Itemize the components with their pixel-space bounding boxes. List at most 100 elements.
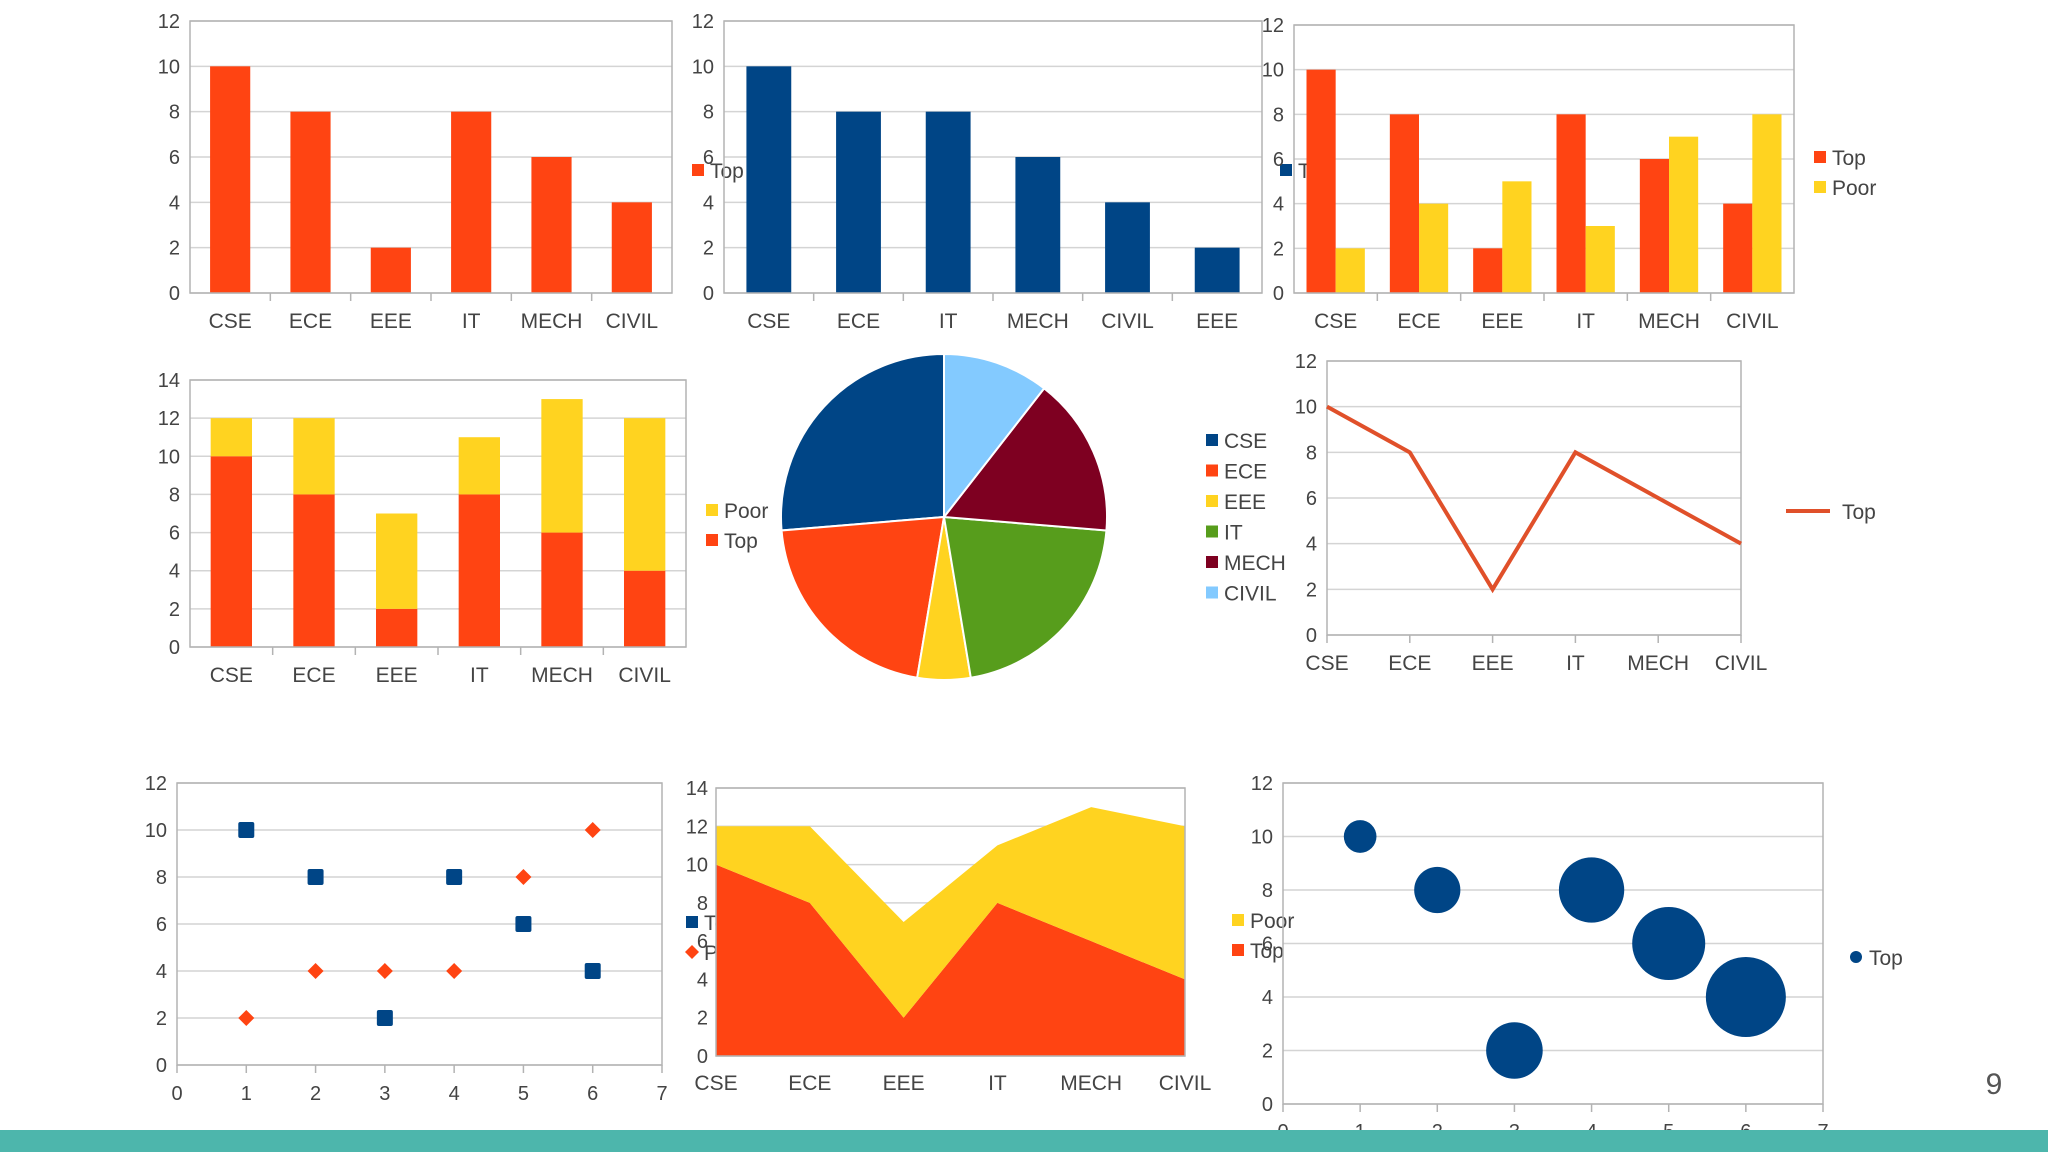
y-tick-label: 14 <box>158 370 180 392</box>
bar <box>531 157 572 293</box>
chart-bar3: 0 2 4 6 8 10 12 CSE ECE EEE IT MECH CIVIL Top Poor <box>1262 15 1877 333</box>
x-tick-label: 3 <box>379 1083 390 1105</box>
x-tick-label: IT <box>939 310 958 333</box>
y-tick-label: 6 <box>1262 934 1273 956</box>
y-tick-label: 10 <box>692 56 714 78</box>
y-tick-label: 12 <box>686 816 708 838</box>
legend-swatch <box>1206 434 1218 446</box>
bar <box>1556 114 1586 293</box>
bar <box>1585 226 1615 293</box>
bar <box>210 66 251 293</box>
legend-entry: EEE <box>1206 491 1266 514</box>
chart-pie: CSE ECE EEE IT MECH CIVIL <box>780 352 1286 681</box>
bar <box>1015 157 1061 293</box>
x-tick-label: MECH <box>521 310 583 333</box>
legend-label: Poor <box>1832 177 1876 200</box>
legend-entry: Poor <box>706 500 768 523</box>
plot-frame <box>1326 360 1742 636</box>
legend-swatch <box>706 534 718 546</box>
x-tick-label: CIVIL <box>1726 310 1779 333</box>
y-tick-label: 6 <box>1273 149 1284 171</box>
y-tick-label: 4 <box>169 192 180 214</box>
bar <box>1306 69 1336 294</box>
y-tick-label: 0 <box>1273 283 1284 305</box>
x-tick-label: IT <box>1566 652 1585 675</box>
bar <box>290 111 331 294</box>
x-tick-label: ECE <box>837 310 880 333</box>
y-tick-label: 10 <box>1262 60 1284 82</box>
x-tick-label: 4 <box>449 1083 460 1105</box>
x-tick-label: EEE <box>1481 310 1523 333</box>
x-tick-label: EEE <box>1196 310 1238 333</box>
legend-entry: Top <box>1814 147 1866 170</box>
legend-entry: CSE <box>1206 430 1267 453</box>
bar <box>1639 159 1669 293</box>
x-tick-label: ECE <box>1397 310 1440 333</box>
y-tick-label: 4 <box>169 561 180 583</box>
x-tick-label: CSE <box>209 310 252 333</box>
y-tick-label: 8 <box>1306 442 1317 464</box>
legend-entry: Poor <box>1814 177 1876 200</box>
legend-swatch <box>1814 181 1826 193</box>
x-tick-label: IT <box>462 310 481 333</box>
bar <box>1473 248 1503 293</box>
y-tick-label: 4 <box>697 969 708 991</box>
y-tick-label: 0 <box>169 637 180 659</box>
y-tick-label: 12 <box>692 11 714 33</box>
chart-bar2: 0 2 4 6 8 10 12 CSE ECE IT MECH CIVIL EEE Top <box>692 11 1332 333</box>
bar <box>451 111 492 294</box>
legend-entry: Top <box>706 530 758 553</box>
y-tick-label: 12 <box>158 408 180 430</box>
x-tick-label: IT <box>988 1072 1007 1095</box>
x-tick-label: CIVIL <box>1159 1072 1212 1095</box>
y-tick-label: 12 <box>145 773 167 795</box>
y-tick-label: 0 <box>156 1055 167 1077</box>
bar <box>1723 203 1753 293</box>
legend-swatch <box>1814 151 1826 163</box>
x-tick-label: 5 <box>518 1083 529 1105</box>
x-tick-label: CIVIL <box>606 310 659 333</box>
bar <box>376 608 418 647</box>
legend-label: Top <box>1250 940 1284 963</box>
chart-bar1: 0 2 4 6 8 10 12 CSE ECE EEE IT MECH CIVIL Top <box>158 11 744 333</box>
bar <box>1502 181 1532 293</box>
plot-frame <box>1293 24 1795 294</box>
bubble-point <box>1343 820 1377 853</box>
y-tick-label: 12 <box>1251 773 1273 795</box>
legend-entry: Top <box>1232 940 1284 963</box>
y-tick-label: 10 <box>158 446 180 468</box>
legend-label: IT <box>1224 522 1243 545</box>
legend-label: ECE <box>1224 461 1267 484</box>
scatter-point <box>446 869 463 885</box>
y-tick-label: 2 <box>169 599 180 621</box>
bar <box>746 66 792 293</box>
bar <box>1335 248 1365 293</box>
bar <box>293 418 335 495</box>
legend-entry: Poor <box>1232 910 1294 933</box>
plot-frame <box>189 20 673 294</box>
x-tick-label: CSE <box>1314 310 1357 333</box>
x-tick-label: MECH <box>531 664 593 687</box>
x-tick-label: MECH <box>1627 652 1689 675</box>
y-tick-label: 6 <box>1306 488 1317 510</box>
y-tick-label: 2 <box>1273 238 1284 260</box>
legend-label: Top <box>710 160 744 183</box>
y-tick-label: 4 <box>1262 987 1273 1009</box>
legend-label: MECH <box>1224 552 1286 575</box>
x-tick-label: 0 <box>171 1083 182 1105</box>
y-tick-label: 0 <box>1306 625 1317 647</box>
y-tick-label: 12 <box>1295 351 1317 373</box>
y-tick-label: 6 <box>156 914 167 936</box>
legend-swatch <box>1206 556 1218 568</box>
y-tick-label: 4 <box>156 961 167 983</box>
line-series <box>1326 404 1742 594</box>
pie-slice <box>780 352 945 532</box>
x-tick-label: ECE <box>289 310 332 333</box>
x-tick-label: CSE <box>210 664 253 687</box>
plot-frame <box>1282 782 1824 1105</box>
chart-line: 0 2 4 6 8 10 12 CSE ECE EEE IT MECH CIVIL Top <box>1295 351 1876 675</box>
scatter-point <box>376 1010 393 1026</box>
y-tick-label: 4 <box>1273 194 1284 216</box>
scatter-point <box>446 963 463 979</box>
